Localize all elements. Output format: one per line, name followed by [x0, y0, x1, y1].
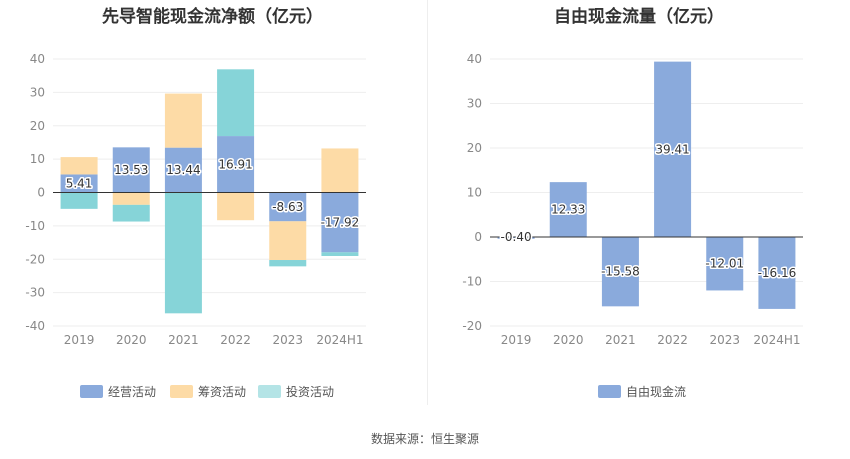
legend-item-free-cashflow[interactable]: 自由现金流 — [598, 383, 686, 400]
right-x-tick-label: 2023 — [709, 333, 740, 347]
left-bar-operating-2019 — [60, 174, 98, 193]
right-y-tick-label: 0 — [474, 230, 482, 244]
legend-swatch-free-cashflow — [598, 385, 621, 398]
chart-divider — [427, 0, 428, 405]
left-bar-operating-2020 — [112, 147, 150, 193]
right-data-label: -15.58 — [601, 265, 640, 279]
left-data-label: 13.44 — [166, 163, 200, 177]
right-y-tick-label: -20 — [462, 319, 482, 333]
left-bar-financing-2022 — [217, 192, 255, 221]
left-data-label: 13.53 — [114, 163, 148, 177]
legend-label-free-cashflow: 自由现金流 — [626, 385, 687, 399]
right-y-tick-label: 30 — [467, 97, 482, 111]
left-bar-investing-2024H1 — [321, 252, 359, 256]
right-data-label: -16.16 — [758, 266, 797, 280]
left-data-label: -8.63 — [272, 200, 303, 214]
right-y-tick-label: 40 — [467, 52, 482, 66]
left-bar-investing-2021 — [164, 192, 202, 314]
left-y-tick-label: 10 — [30, 152, 45, 166]
right-x-tick-label: 2021 — [605, 333, 636, 347]
right-bar-free-2021 — [601, 237, 639, 307]
left-x-tick-label: 2021 — [168, 333, 199, 347]
legend-item-financing[interactable]: 筹资活动 — [170, 383, 246, 400]
legend-label-investing: 投资活动 — [286, 385, 335, 399]
left-y-tick-label: -30 — [25, 286, 45, 300]
left-y-tick-label: -20 — [25, 252, 45, 266]
left-y-tick-label: 0 — [37, 186, 45, 200]
left-bar-investing-2023 — [269, 260, 307, 267]
left-x-tick-label: 2019 — [64, 333, 95, 347]
right-data-label: -12.01 — [705, 257, 744, 271]
right-bar-free-2020 — [549, 182, 587, 237]
left-chart-title: 先导智能现金流净额（亿元） — [102, 7, 323, 27]
right-bar-free-2022 — [654, 61, 692, 237]
left-y-tick-label: -10 — [25, 219, 45, 233]
left-bar-operating-2021 — [164, 147, 202, 193]
left-bar-operating-2022 — [217, 136, 255, 193]
left-bar-financing-2024H1 — [321, 148, 359, 193]
left-y-tick-label: 30 — [30, 85, 45, 99]
left-y-tick-label: 40 — [30, 52, 45, 66]
right-bar-free-2024H1 — [758, 237, 796, 309]
right-x-tick-label: 2022 — [657, 333, 688, 347]
left-bar-investing-2022 — [217, 69, 255, 137]
left-x-tick-label: 2020 — [116, 333, 147, 347]
right-bar-free-2023 — [706, 237, 744, 291]
legend-swatch-investing — [258, 385, 281, 398]
left-bar-operating-2023 — [269, 192, 307, 222]
left-y-tick-label: -40 — [25, 319, 45, 333]
legend-item-operating[interactable]: 经营活动 — [80, 383, 156, 400]
left-bar-financing-2021 — [164, 93, 202, 148]
legend-swatch-operating — [80, 385, 103, 398]
left-data-label: 5.41 — [66, 176, 93, 190]
left-x-tick-label: 2022 — [220, 333, 251, 347]
legend-item-investing[interactable]: 投资活动 — [258, 383, 334, 400]
legend-swatch-financing — [170, 385, 193, 398]
right-x-tick-label: 2019 — [501, 333, 532, 347]
left-bar-operating-2024H1 — [321, 192, 359, 253]
left-bar-financing-2020 — [112, 192, 150, 205]
left-x-tick-label: 2024H1 — [316, 333, 363, 347]
left-bar-financing-2019 — [60, 157, 98, 175]
right-y-tick-label: 10 — [467, 186, 482, 200]
legend-label-operating: 经营活动 — [108, 385, 157, 399]
right-chart-title: 自由现金流量（亿元） — [554, 7, 724, 27]
right-bar-free-2019 — [497, 237, 535, 239]
right-y-tick-label: -10 — [462, 275, 482, 289]
left-data-label: 16.91 — [218, 157, 252, 171]
left-bar-financing-2023 — [269, 221, 307, 261]
right-data-label: -0.40 — [501, 230, 532, 244]
left-bar-investing-2019 — [60, 192, 98, 209]
right-x-tick-label: 2024H1 — [753, 333, 800, 347]
legend-label-financing: 筹资活动 — [198, 385, 247, 399]
right-x-tick-label: 2020 — [553, 333, 584, 347]
data-source-note: 数据来源：恒生聚源 — [370, 432, 479, 446]
right-data-label: 12.33 — [551, 203, 585, 217]
right-data-label: 39.41 — [655, 142, 689, 156]
left-data-label: -17.92 — [321, 215, 360, 229]
left-y-tick-label: 20 — [30, 119, 45, 133]
left-x-tick-label: 2023 — [272, 333, 303, 347]
right-y-tick-label: 20 — [467, 141, 482, 155]
left-bar-investing-2020 — [112, 204, 150, 222]
